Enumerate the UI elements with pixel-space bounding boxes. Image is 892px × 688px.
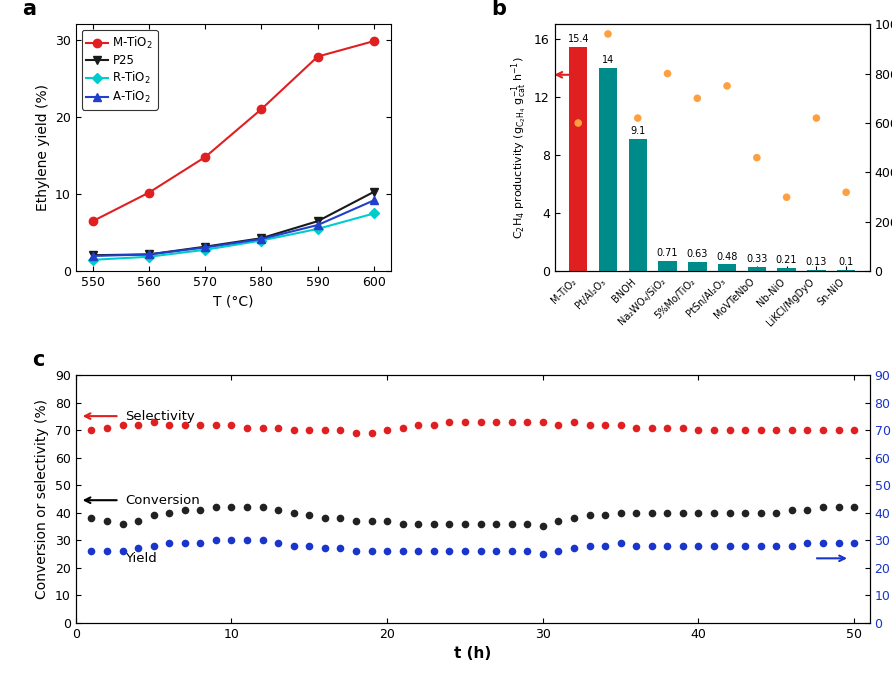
A-TiO$_2$ <box>368 196 379 204</box>
X-axis label: t (h): t (h) <box>454 646 491 661</box>
Text: 0.1: 0.1 <box>838 257 854 267</box>
Text: c: c <box>32 350 45 370</box>
A-TiO$_2$ <box>87 252 98 260</box>
Text: 0.63: 0.63 <box>687 249 708 259</box>
Text: a: a <box>22 0 37 19</box>
Legend: M-TiO$_2$, P25, R-TiO$_2$, A-TiO$_2$: M-TiO$_2$, P25, R-TiO$_2$, A-TiO$_2$ <box>82 30 158 109</box>
A-TiO$_2$ <box>144 250 154 259</box>
Point <box>631 113 645 124</box>
P25 <box>144 250 154 259</box>
Text: b: b <box>491 0 507 19</box>
Text: 0.21: 0.21 <box>776 255 797 266</box>
R-TiO$_2$ <box>312 225 323 233</box>
R-TiO$_2$ <box>256 237 267 245</box>
A-TiO$_2$ <box>200 244 211 252</box>
Y-axis label: Ethylene yield (%): Ethylene yield (%) <box>36 84 50 211</box>
Bar <box>718 264 736 272</box>
A-TiO$_2$ <box>256 235 267 243</box>
R-TiO$_2$ <box>200 246 211 254</box>
P25 <box>256 234 267 242</box>
P25 <box>312 217 323 225</box>
Line: R-TiO$_2$: R-TiO$_2$ <box>89 210 377 264</box>
Bar <box>807 270 826 272</box>
X-axis label: T (°C): T (°C) <box>213 295 253 309</box>
Point <box>749 152 764 163</box>
M-TiO$_2$ <box>312 52 323 61</box>
Point <box>720 80 734 92</box>
Bar <box>599 67 617 272</box>
Text: 14: 14 <box>602 55 614 65</box>
P25 <box>368 188 379 196</box>
Text: 0.48: 0.48 <box>716 252 738 261</box>
A-TiO$_2$ <box>312 221 323 229</box>
R-TiO$_2$ <box>144 252 154 261</box>
Text: 0.13: 0.13 <box>805 257 827 267</box>
Bar <box>747 267 766 272</box>
Bar <box>688 262 706 272</box>
Y-axis label: Conversion or selectivity (%): Conversion or selectivity (%) <box>36 399 49 599</box>
Text: 9.1: 9.1 <box>630 126 646 136</box>
Point <box>780 192 794 203</box>
Bar <box>837 270 855 272</box>
Point <box>660 68 674 79</box>
Text: 15.4: 15.4 <box>567 34 589 45</box>
M-TiO$_2$ <box>200 153 211 161</box>
Point <box>601 28 615 39</box>
Text: Yield: Yield <box>125 552 157 565</box>
P25 <box>87 251 98 259</box>
Bar <box>569 47 588 272</box>
M-TiO$_2$ <box>368 37 379 45</box>
M-TiO$_2$ <box>256 105 267 114</box>
Point <box>571 118 585 129</box>
Bar <box>778 268 796 272</box>
Text: Conversion: Conversion <box>125 494 200 506</box>
Point <box>809 113 823 124</box>
Line: M-TiO$_2$: M-TiO$_2$ <box>88 37 378 226</box>
M-TiO$_2$ <box>144 189 154 197</box>
Point <box>690 93 705 104</box>
Text: Selectivity: Selectivity <box>125 409 194 422</box>
Line: A-TiO$_2$: A-TiO$_2$ <box>88 196 378 260</box>
Y-axis label: $\rm C_2H_4$ productivity ($\rm g_{C_2H_4}\ g_{cat}^{-1}\ h^{-1}$): $\rm C_2H_4$ productivity ($\rm g_{C_2H_… <box>508 56 528 239</box>
R-TiO$_2$ <box>368 209 379 217</box>
Point <box>839 186 854 197</box>
M-TiO$_2$ <box>87 217 98 225</box>
Bar <box>658 261 677 272</box>
Bar <box>629 139 647 272</box>
Text: 0.71: 0.71 <box>657 248 678 258</box>
Text: 0.33: 0.33 <box>746 254 767 264</box>
P25 <box>200 243 211 251</box>
Line: P25: P25 <box>88 188 378 259</box>
R-TiO$_2$ <box>87 256 98 264</box>
